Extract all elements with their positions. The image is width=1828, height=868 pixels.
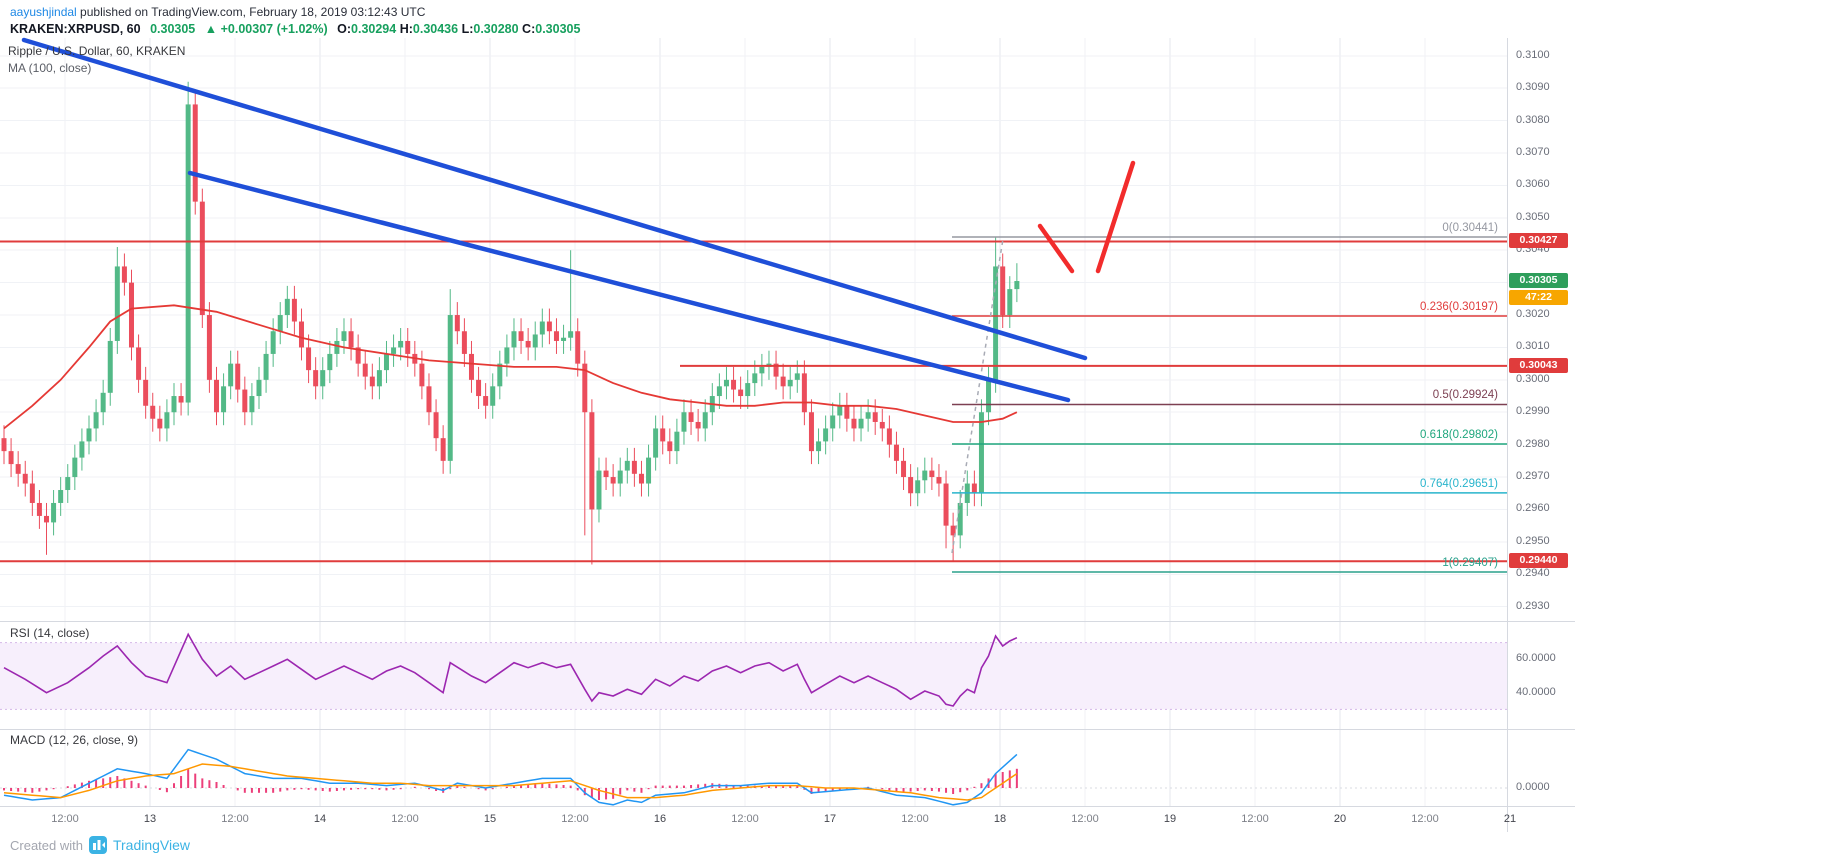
price-change: +0.00307 (+1.02%): [220, 22, 328, 36]
price-line-label: 0.30427: [1509, 233, 1568, 249]
price-line-label: 0.30043: [1509, 357, 1568, 373]
price-tick-label[interactable]: 0.2950: [1516, 534, 1550, 547]
main-pane-title: Ripple / U.S. Dollar, 60, KRAKEN: [8, 44, 186, 58]
time-tick-label[interactable]: 12:00: [1241, 813, 1269, 825]
drawn-arrow-stroke: [1095, 160, 1136, 274]
guide-layer: [951, 238, 1004, 554]
price-tick-label[interactable]: 0.3070: [1516, 146, 1550, 159]
rsi-layer: [3, 632, 1018, 707]
time-tick-label[interactable]: 12:00: [51, 813, 79, 825]
macd-pane-title: MACD (12, 26, close, 9): [10, 733, 139, 747]
ohlc-value: 0.30294: [351, 22, 400, 36]
time-tick-label[interactable]: 12:00: [1071, 813, 1099, 825]
rsi-pane-title: RSI (14, close): [10, 626, 90, 640]
levels-layer: [0, 240, 1507, 563]
rsi-tick-label: 40.0000: [1516, 685, 1556, 698]
ma100-line: [3, 304, 1018, 430]
price-line-label: 0.29440: [1509, 553, 1568, 569]
price-tick-label[interactable]: 0.2960: [1516, 502, 1550, 515]
ohlc-value: 0.30280: [473, 22, 523, 36]
price-line-label: 0.30305: [1509, 273, 1568, 289]
time-tick-label[interactable]: 21: [1503, 813, 1517, 825]
price-tick-label[interactable]: 0.2990: [1516, 405, 1550, 418]
candles-layer: [1, 81, 1020, 565]
time-tick-label[interactable]: 12:00: [221, 813, 249, 825]
price-tick-label[interactable]: 0.3000: [1516, 372, 1550, 385]
price-tick-label[interactable]: 0.2940: [1516, 567, 1550, 580]
price-tick-label[interactable]: 0.3010: [1516, 340, 1550, 353]
price-tick-label[interactable]: 0.3020: [1516, 308, 1550, 321]
pane-separators: [0, 38, 1575, 832]
macd-line: [3, 748, 1018, 806]
time-tick-label[interactable]: 14: [313, 813, 327, 825]
ma-study-title: MA (100, close): [8, 61, 92, 75]
author-link[interactable]: aayushjindal: [10, 5, 77, 19]
price-tick-label[interactable]: 0.2930: [1516, 599, 1550, 612]
rsi-line: [3, 632, 1018, 707]
time-tick-label[interactable]: 13: [143, 813, 157, 825]
change-arrow-icon: ▲: [204, 22, 218, 36]
trendline[interactable]: [21, 37, 1088, 361]
time-tick-label[interactable]: 12:00: [391, 813, 419, 825]
snapshot-header: aayushjindal published on TradingView.co…: [10, 5, 580, 36]
ohlc-values: O:0.30294 H:0.30436 L:0.30280 C:0.30305: [337, 22, 580, 36]
fib-level-label: 1(0.29407): [1442, 556, 1498, 569]
publication-line: aayushjindal published on TradingView.co…: [10, 5, 580, 19]
symbol-name: KRAKEN:XRPUSD, 60: [10, 22, 141, 36]
created-with-text: Created with: [10, 837, 83, 853]
ohlc-key: L:: [461, 22, 474, 36]
price-tick-label[interactable]: 0.2980: [1516, 437, 1550, 450]
fib-level-label: 0.236(0.30197): [1419, 301, 1498, 313]
tradingview-logo-icon: [88, 836, 107, 854]
published-text: published on TradingView.com, February 1…: [76, 5, 426, 19]
ohlc-key: H:: [399, 22, 413, 36]
price-tick-label[interactable]: 0.3060: [1516, 178, 1550, 191]
price-tick-label[interactable]: 0.3100: [1516, 48, 1550, 61]
ohlc-key: O:: [337, 22, 352, 36]
time-tick-label[interactable]: 12:00: [901, 813, 929, 825]
trendline[interactable]: [187, 170, 1071, 403]
fib-level-label: 0.5(0.29924): [1432, 389, 1498, 402]
dashed-guide-line: [951, 238, 1004, 554]
tradingview-brand-link[interactable]: TradingView: [112, 837, 191, 853]
time-tick-label[interactable]: 16: [653, 813, 667, 825]
macd-tick-label: 0.0000: [1516, 781, 1550, 793]
ohlc-key: C:: [522, 22, 536, 36]
footer: Created with TradingView: [10, 836, 190, 854]
time-tick-label[interactable]: 12:00: [561, 813, 589, 825]
fib-layer: [952, 236, 1507, 573]
time-tick-label[interactable]: 18: [993, 813, 1007, 825]
price-tick-label[interactable]: 0.3090: [1516, 81, 1550, 94]
time-tick-label[interactable]: 15: [483, 813, 497, 825]
symbol-info-bar: KRAKEN:XRPUSD, 60 0.30305 ▲ +0.00307 (+1…: [10, 22, 580, 36]
time-tick-label[interactable]: 12:00: [731, 813, 759, 825]
drawn-arrow-stroke: [1037, 223, 1075, 274]
time-tick-label[interactable]: 17: [823, 813, 837, 825]
rsi-tick-label: 60.0000: [1516, 652, 1556, 665]
price-tick-label[interactable]: 0.3080: [1516, 113, 1550, 126]
price-tick-label[interactable]: 0.2970: [1516, 470, 1550, 483]
ohlc-value: 0.30305: [535, 22, 581, 36]
fib-level-label: 0.618(0.29802): [1419, 429, 1498, 441]
ohlc-value: 0.30436: [412, 22, 462, 36]
time-tick-label[interactable]: 12:00: [1411, 813, 1439, 825]
drawn-arrow-layer: [1037, 160, 1136, 274]
macd-layer: [0, 748, 1507, 806]
rsi-band: [0, 642, 1507, 710]
fib-level-label: 0(0.30441): [1442, 221, 1498, 234]
last-price: 0.30305: [150, 22, 196, 36]
time-tick-label[interactable]: 20: [1333, 813, 1347, 825]
macd-signal-line: [3, 763, 1018, 801]
time-tick-label[interactable]: 19: [1163, 813, 1177, 825]
trendlines-layer: [21, 37, 1088, 403]
price-tick-label[interactable]: 0.3050: [1516, 210, 1550, 223]
fib-level-label: 0.764(0.29651): [1419, 477, 1498, 490]
ma-layer: [3, 304, 1018, 430]
countdown-label: 47:22: [1509, 290, 1568, 306]
